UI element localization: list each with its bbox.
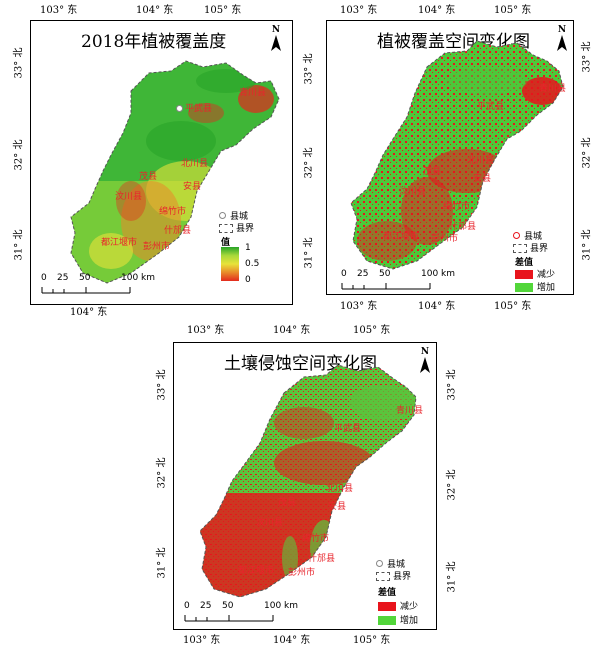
lat-label: 32° 北 (13, 139, 25, 171)
county-label: 什邡县 (164, 226, 192, 236)
legend-mid: 0.5 (245, 259, 260, 269)
vegetation-map (70, 60, 280, 284)
county-label: 茂县 (139, 172, 158, 182)
county-label: 什邡县 (308, 554, 336, 564)
legend-county: 县城 (219, 209, 248, 222)
legend-county: 县城 (513, 229, 542, 242)
county-label: 平武县 (477, 102, 505, 112)
lon-label: 104° 东 (273, 325, 311, 336)
panel-soil-erosion-change: 103° 东 104° 东 105° 东 33° 北 32° 北 31° 北 3… (145, 320, 465, 653)
legend-increase: 增加 (378, 613, 418, 626)
county-label: 安县 (473, 174, 492, 184)
lon-label: 103° 东 (340, 301, 378, 312)
legend-decrease: 减少 (515, 267, 555, 280)
county-label: 安县 (328, 502, 347, 512)
county-label: 北川县 (181, 159, 209, 169)
soil-erosion-map (199, 364, 417, 598)
lat-label: 31° 北 (156, 547, 168, 579)
county-label: 青川县 (239, 88, 267, 98)
county-label: 绵竹市 (443, 202, 471, 212)
legend-diff-title: 差值 (515, 258, 534, 268)
scale-bar: 0 25 50 100 km (41, 273, 155, 297)
scale-bar: 0 25 50 100 km (184, 601, 298, 625)
lon-label: 105° 东 (204, 5, 242, 16)
panel-vegetation-2018: 103° 东 104° 东 105° 东 33° 北 32° 北 31° 北 2… (0, 0, 300, 320)
county-label: 茂县 (278, 498, 297, 508)
county-label: 绵竹市 (302, 534, 330, 544)
lat-label: 32° 北 (303, 147, 315, 179)
lon-label: 104° 东 (418, 5, 456, 16)
lat-label: 32° 北 (156, 457, 168, 489)
lon-label: 104° 东 (70, 307, 108, 318)
lon-label: 103° 东 (40, 5, 78, 16)
legend-border: 县界 (219, 221, 254, 234)
county-label: 什邡县 (449, 222, 477, 232)
lat-label: 31° 北 (446, 561, 458, 593)
county-label: 平武县 (334, 424, 362, 434)
county-label: 彭州市 (288, 568, 316, 578)
vegetation-change-map (350, 40, 564, 270)
lat-label: 31° 北 (581, 229, 593, 261)
lat-label: 32° 北 (446, 469, 458, 501)
legend-county: 县城 (376, 557, 405, 570)
legend-diff-title: 差值 (378, 588, 397, 598)
lat-label: 32° 北 (581, 137, 593, 169)
county-label: 青川县 (396, 406, 424, 416)
legend-gradient (221, 247, 239, 281)
north-arrow-icon: N (555, 25, 569, 56)
county-label: 都江堰市 (238, 566, 275, 576)
lat-label: 33° 北 (13, 47, 25, 79)
lon-label: 105° 东 (353, 325, 391, 336)
county-label: 茂县 (423, 167, 442, 177)
legend-max: 1 (245, 243, 251, 253)
county-label: 都江堰市 (383, 232, 420, 242)
county-label: 都江堰市 (101, 238, 138, 248)
lon-label: 104° 东 (273, 635, 311, 646)
county-label: 彭州市 (143, 242, 171, 252)
panel-vegetation-change: 103° 东 104° 东 105° 东 33° 北 32° 北 31° 北 3… (300, 0, 603, 320)
lon-label: 105° 东 (494, 5, 532, 16)
county-label: 汶川县 (399, 187, 427, 197)
county-label: 北川县 (326, 484, 354, 494)
map-frame: 2018年植被覆盖度 N 平武县 青川县 (30, 20, 293, 305)
lat-label: 33° 北 (156, 369, 168, 401)
legend-border: 县界 (376, 569, 411, 582)
county-label: 平武县 (176, 101, 212, 114)
county-label: 绵竹市 (159, 207, 187, 217)
lon-label: 103° 东 (183, 635, 221, 646)
legend-min: 0 (245, 275, 251, 285)
lat-label: 31° 北 (13, 229, 25, 261)
north-arrow-icon: N (269, 25, 283, 56)
legend-value-title: 值 (221, 238, 231, 248)
map-title: 2018年植被覆盖度 (81, 32, 227, 52)
lat-label: 31° 北 (303, 237, 315, 269)
lat-label: 33° 北 (303, 53, 315, 85)
county-label: 汶川县 (256, 518, 284, 528)
lon-label: 105° 东 (353, 635, 391, 646)
lon-label: 105° 东 (494, 301, 532, 312)
county-label: 北川县 (467, 156, 495, 166)
lon-label: 104° 东 (136, 5, 174, 16)
map-frame: 植被覆盖空间变化图 N 平武 (326, 20, 574, 295)
north-arrow-icon: N (418, 347, 432, 378)
county-label: 青川县 (539, 84, 567, 94)
county-label: 汶川县 (115, 192, 143, 202)
lon-label: 104° 东 (418, 301, 456, 312)
county-label: 安县 (183, 182, 202, 192)
legend-increase: 增加 (515, 280, 555, 293)
lon-label: 103° 东 (340, 5, 378, 16)
lat-label: 33° 北 (446, 369, 458, 401)
lat-label: 33° 北 (581, 41, 593, 73)
county-label: 彭州市 (431, 234, 459, 244)
legend-decrease: 减少 (378, 599, 418, 612)
scale-bar: 0 25 50 100 km (341, 269, 455, 293)
legend-border: 县界 (513, 241, 548, 254)
lon-label: 103° 东 (187, 325, 225, 336)
map-frame: 土壤侵蚀空间变化图 N (173, 342, 437, 630)
